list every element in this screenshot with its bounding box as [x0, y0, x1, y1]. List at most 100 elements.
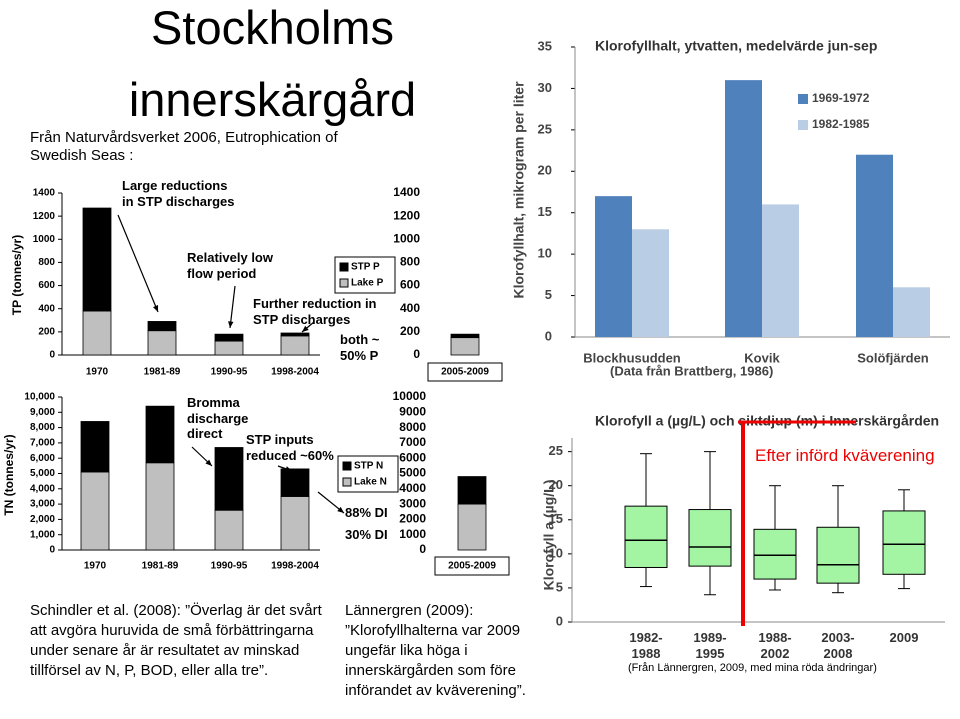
y2-tick-label: 5000 [399, 466, 426, 480]
y2-tick-label: 600 [400, 278, 420, 292]
y2-tick-label: 1000 [393, 231, 420, 245]
y2-tick-label: 4000 [399, 481, 426, 495]
y2-tick-label: 400 [400, 301, 420, 315]
caption-right: Lännergren (2009): ”Klorofyllhalterna va… [345, 602, 526, 699]
y-tick-label: 1200 [33, 211, 56, 222]
y-tick-label: 0 [49, 545, 55, 556]
y-axis-label: TP (tonnes/yr) [10, 235, 24, 315]
note: (Data från Brattberg, 1986) [610, 363, 773, 378]
arrow-head [302, 325, 309, 332]
y-tick-label: 8,000 [30, 422, 55, 433]
bar-segment [214, 333, 244, 342]
annotation: Relatively low flow period [187, 250, 273, 281]
y-tick-label: 25 [549, 443, 563, 458]
y-tick-label: 5 [545, 287, 552, 302]
arrow-head [228, 321, 234, 328]
x-tick-label: Kovik [744, 350, 780, 365]
arrow-head [285, 466, 292, 472]
bar-segment [457, 503, 487, 551]
caption-left: Schindler et al. (2008): ”Överlag är det… [30, 602, 322, 679]
y2-tick-label: 2000 [399, 512, 426, 526]
x-tick-label: 1998-2004 [271, 561, 319, 572]
y-tick-label: 15 [538, 204, 552, 219]
legend-label: STP P [351, 262, 380, 273]
bar-segment [147, 321, 177, 332]
x-tick-label: 1981-89 [142, 561, 179, 572]
arrow-head [205, 459, 212, 466]
y2-tick-label: 10000 [393, 389, 427, 403]
bar-segment [280, 332, 310, 337]
legend-swatch [798, 94, 808, 104]
x-tick-label: 1998-2004 [271, 367, 319, 378]
legend-swatch [339, 262, 349, 272]
y2-tick-label: 3000 [399, 496, 426, 510]
legend-swatch [342, 461, 352, 471]
bar-segment [145, 462, 175, 551]
box [882, 510, 926, 575]
bar-segment [457, 476, 487, 505]
x-tick-label: 1982-1988 [629, 630, 663, 661]
x-tick-label: 2005-2009 [448, 561, 496, 572]
annotation: 88% DI [345, 505, 388, 520]
y2-tick-label: 800 [400, 255, 420, 269]
y2-tick-label: 8000 [399, 420, 426, 434]
legend-label: Lake N [354, 477, 387, 488]
annotation: Efter införd kväverening [755, 446, 935, 465]
y-tick-label: 6,000 [30, 453, 55, 464]
bar-segment [80, 421, 110, 473]
y-tick-label: 9,000 [30, 407, 55, 418]
y2-tick-label: 6000 [399, 450, 426, 464]
x-tick-label: 1990-95 [211, 367, 248, 378]
x-tick-label: 1990-95 [211, 561, 248, 572]
y-tick-label: 10,000 [24, 392, 55, 403]
y-tick-label: 200 [38, 326, 55, 337]
bar-segment [280, 468, 310, 497]
y-tick-label: 25 [538, 121, 552, 136]
bar-segment [82, 207, 112, 312]
annotation: Further reduction in STP discharges [253, 296, 377, 327]
y-tick-label: 600 [38, 280, 55, 291]
note: (Från Lännergren, 2009, med mina röda än… [628, 662, 877, 674]
bar-segment [214, 340, 244, 356]
y-tick-label: 10 [549, 545, 563, 560]
annotation: 30% DI [345, 527, 388, 542]
y2-tick-label: 0 [413, 347, 420, 361]
slide-title: Stockholms innerskärgård [128, 1, 417, 126]
y-tick-label: 3,000 [30, 499, 55, 510]
y-axis-label: TN (tonnes/yr) [2, 434, 16, 515]
y-tick-label: 20 [538, 163, 552, 178]
bar [595, 196, 632, 337]
bar [762, 204, 799, 337]
y-tick-label: 1,000 [30, 529, 55, 540]
x-tick-label: 1970 [84, 561, 107, 572]
box [688, 509, 732, 567]
bar [632, 229, 669, 337]
arrow [117, 214, 159, 313]
x-tick-label: 1989-1995 [693, 630, 727, 661]
label-box [434, 556, 510, 576]
x-tick-label: Solöfjärden [857, 350, 929, 365]
y-axis-label: Klorofyll a (µg/L) [541, 480, 557, 591]
y2-tick-label: 1200 [393, 208, 420, 222]
box [753, 528, 797, 580]
source: Från Naturvårdsverket 2006, Eutrophicati… [30, 129, 338, 164]
arrow-head [337, 506, 344, 513]
y2-tick-label: 9000 [399, 404, 426, 418]
x-tick-label: 1988-2002 [758, 630, 792, 661]
y-tick-label: 400 [38, 303, 55, 314]
bar-segment [280, 496, 310, 551]
box [624, 505, 668, 568]
y-tick-label: 5 [556, 579, 563, 594]
y-tick-label: 5,000 [30, 468, 55, 479]
y-tick-label: 0 [556, 613, 563, 628]
annotation: Bromma discharge direct [187, 395, 249, 442]
y-tick-label: 30 [538, 80, 552, 95]
y-tick-label: 1400 [33, 188, 56, 199]
legend-swatch [798, 120, 808, 130]
bar-segment [147, 330, 177, 356]
legend-swatch [342, 477, 352, 487]
annotation: Large reductions in STP discharges [122, 178, 235, 209]
box [816, 526, 860, 584]
